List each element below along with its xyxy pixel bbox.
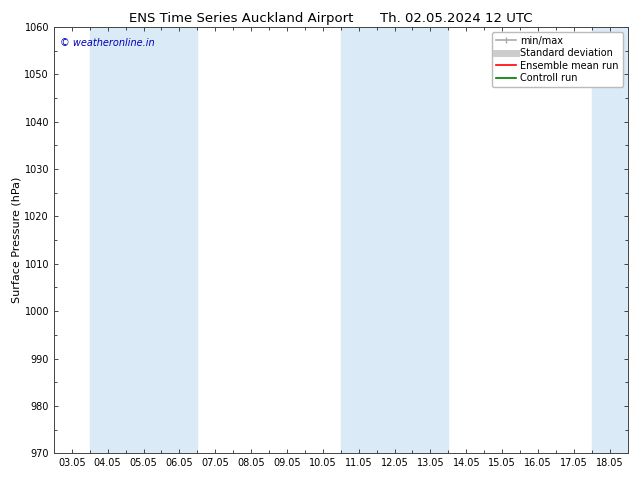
Text: ENS Time Series Auckland Airport: ENS Time Series Auckland Airport — [129, 12, 353, 25]
Text: © weatheronline.in: © weatheronline.in — [60, 38, 154, 48]
Bar — [341, 27, 448, 453]
Y-axis label: Surface Pressure (hPa): Surface Pressure (hPa) — [11, 177, 22, 303]
Legend: min/max, Standard deviation, Ensemble mean run, Controll run: min/max, Standard deviation, Ensemble me… — [492, 32, 623, 87]
Bar — [90, 27, 197, 453]
Bar — [592, 27, 634, 453]
Text: Th. 02.05.2024 12 UTC: Th. 02.05.2024 12 UTC — [380, 12, 533, 25]
